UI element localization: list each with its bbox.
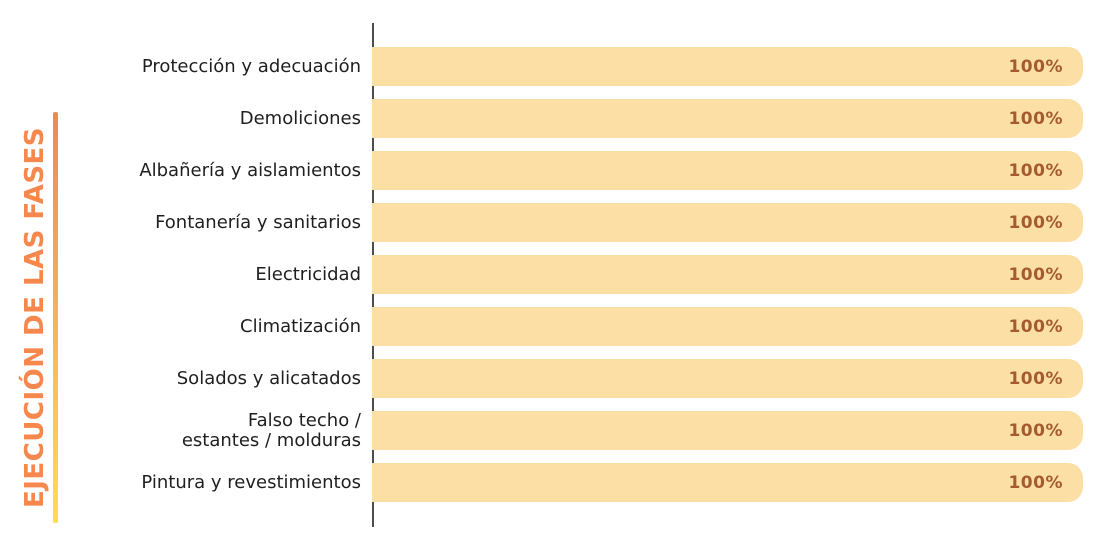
bar-value-label: 100% [1008, 212, 1063, 233]
chart-row: Climatización 100% [0, 307, 1083, 346]
category-label: Fontanería y sanitarios [155, 211, 361, 233]
bar: 100% [372, 307, 1083, 346]
category-label: Demoliciones [239, 107, 361, 129]
category-label: Climatización [240, 315, 361, 337]
bar: 100% [372, 359, 1083, 398]
title-gradient-rule [53, 112, 58, 523]
bar-track: 100% [372, 151, 1083, 190]
chart-row: Electricidad 100% [0, 255, 1083, 294]
category-label: Solados y alicatados [176, 367, 361, 389]
bar-track: 100% [372, 99, 1083, 138]
bar-track: 100% [372, 411, 1083, 450]
bar: 100% [372, 255, 1083, 294]
bar-value-label: 100% [1008, 160, 1063, 181]
chart-row: Solados y alicatados 100% [0, 359, 1083, 398]
bar-rows: Protección y adecuación 100% Demolicione… [0, 47, 1083, 502]
bar: 100% [372, 203, 1083, 242]
chart-row: Fontanería y sanitarios 100% [0, 203, 1083, 242]
bar-value-label: 100% [1008, 56, 1063, 77]
bar: 100% [372, 151, 1083, 190]
chart-row: Demoliciones 100% [0, 99, 1083, 138]
bar-track: 100% [372, 47, 1083, 86]
y-axis-title-block: EJECUCIÓN DE LAS FASES [20, 112, 58, 523]
chart-row: Falso techo / estantes / molduras 100% [0, 411, 1083, 450]
bar-track: 100% [372, 359, 1083, 398]
chart-row: Protección y adecuación 100% [0, 47, 1083, 86]
bar-value-label: 100% [1008, 472, 1063, 493]
bar-track: 100% [372, 203, 1083, 242]
bar-value-label: 100% [1008, 108, 1063, 129]
category-label: Protección y adecuación [141, 55, 361, 77]
bar: 100% [372, 47, 1083, 86]
bar-track: 100% [372, 255, 1083, 294]
bar-track: 100% [372, 463, 1083, 502]
category-label: Falso techo / estantes / molduras [181, 410, 361, 451]
chart-row: Albañería y aislamientos 100% [0, 151, 1083, 190]
category-label: Albañería y aislamientos [139, 159, 361, 181]
bar: 100% [372, 411, 1083, 450]
bar-value-label: 100% [1008, 368, 1063, 389]
category-label: Electricidad [255, 263, 361, 285]
bar: 100% [372, 99, 1083, 138]
bar-value-label: 100% [1008, 316, 1063, 337]
bar: 100% [372, 463, 1083, 502]
bar-value-label: 100% [1008, 420, 1063, 441]
bar-track: 100% [372, 307, 1083, 346]
chart-row: Pintura y revestimientos 100% [0, 463, 1083, 502]
category-label: Pintura y revestimientos [141, 471, 361, 493]
bar-value-label: 100% [1008, 264, 1063, 285]
